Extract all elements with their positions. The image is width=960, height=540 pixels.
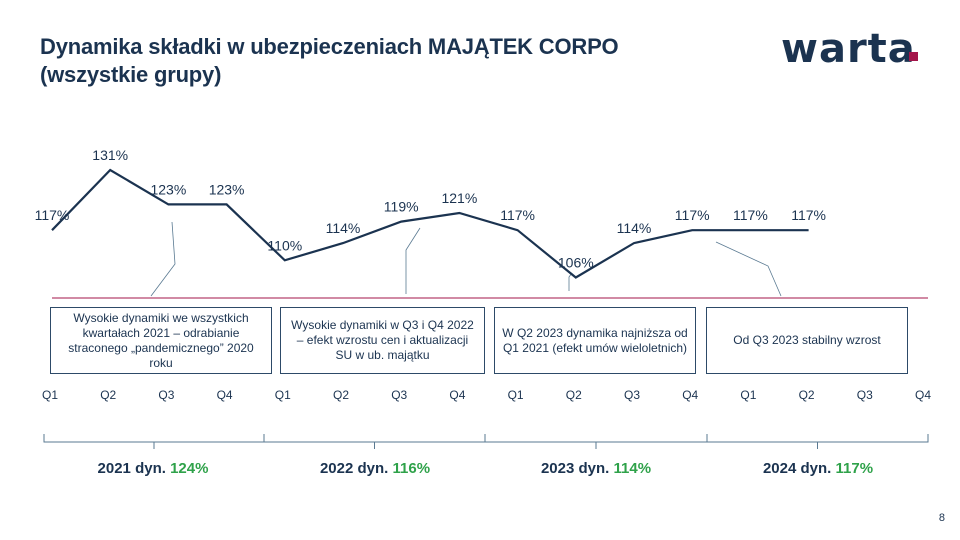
x-tick-label: Q1 (740, 388, 756, 402)
page-number: 8 (938, 512, 945, 524)
annotation-box-2021: Wysokie dynamiki we wszystkich kwartałac… (50, 307, 272, 374)
annotation-box-2022: Wysokie dynamiki w Q3 i Q4 2022 – efekt … (280, 307, 485, 374)
year-brace (706, 434, 929, 449)
data-label: 117% (733, 207, 768, 223)
year-pct-2022: 116% (392, 460, 431, 477)
data-label: 117% (675, 207, 710, 223)
year-label-2024: 2024 dyn. (762, 460, 832, 477)
year-pct-2023: 114% (613, 460, 652, 477)
annotation-connector (568, 272, 573, 291)
annotation-text-2021: Wysokie dynamiki we wszystkich kwartałac… (68, 310, 254, 370)
title-line-1: Dynamika składki w ubezpieczeniach MAJĄT… (40, 34, 619, 59)
series-line (51, 168, 809, 279)
year-brace (263, 434, 486, 449)
annotation-connectors (150, 221, 782, 297)
x-tick-label: Q3 (158, 388, 174, 402)
x-tick-label: Q4 (915, 388, 931, 402)
x-tick-label: Q3 (857, 388, 873, 402)
year-label-2023: 2023 dyn. (540, 460, 610, 477)
logo-text: warta (781, 26, 916, 72)
annotation-connector (715, 241, 782, 297)
data-label: 119% (384, 199, 419, 215)
x-axis-tick-labels: Q1 Q2 Q3 Q4 Q1 Q2 Q3 Q4 Q1 Q2 Q3 Q4 Q1 Q2 Q3 Q4 (42, 388, 931, 402)
x-tick-label: Q2 (100, 388, 116, 402)
data-label: 106% (558, 255, 594, 271)
annotation-connector (405, 227, 421, 294)
data-label: 114% (326, 220, 361, 236)
x-tick-label: Q3 (624, 388, 640, 402)
logo-dot-icon (909, 52, 918, 61)
x-tick-label: Q1 (508, 388, 524, 402)
year-summary-2024: 2024 dyn. 117% (718, 460, 918, 477)
data-label: 117% (791, 207, 826, 223)
year-braces (43, 434, 929, 449)
data-label: 114% (617, 220, 652, 236)
x-tick-label: Q2 (799, 388, 815, 402)
x-tick-label: Q4 (217, 388, 233, 402)
data-label: 110% (267, 237, 302, 253)
annotation-text-2023: W Q2 2023 dynamika najniższa od Q1 2021 … (502, 325, 688, 355)
annotation-box-2024: Od Q3 2023 stabilny wzrost (706, 307, 908, 374)
year-summary-2023: 2023 dyn. 114% (496, 460, 696, 477)
data-label: 117% (35, 207, 70, 223)
year-brace (43, 434, 265, 449)
data-label: 123% (209, 181, 245, 197)
year-brace (484, 434, 708, 449)
year-pct-2021: 124% (170, 460, 209, 477)
year-summary-2022: 2022 dyn. 116% (275, 460, 475, 477)
year-label-2022: 2022 dyn. (319, 460, 389, 477)
x-tick-label: Q2 (333, 388, 349, 402)
year-pct-2024: 117% (835, 460, 874, 477)
x-tick-label: Q2 (566, 388, 582, 402)
x-tick-label: Q3 (391, 388, 407, 402)
title-line-2: (wszystkie grupy) (40, 62, 222, 87)
annotation-box-2023: W Q2 2023 dynamika najniższa od Q1 2021 … (494, 307, 696, 374)
data-label: 117% (500, 207, 535, 223)
x-tick-label: Q1 (42, 388, 58, 402)
data-label: 131% (92, 147, 128, 163)
page-title: Dynamika składki w ubezpieczeniach MAJĄT… (40, 33, 740, 89)
warta-logo: warta (781, 26, 916, 72)
x-tick-label: Q4 (682, 388, 698, 402)
x-tick-label: Q4 (449, 388, 465, 402)
data-label: 121% (441, 190, 477, 206)
data-label: 123% (150, 181, 186, 197)
annotation-connector (150, 221, 176, 297)
year-label-2021: 2021 dyn. (97, 460, 166, 477)
year-summary-2021: 2021 dyn. 124% (53, 460, 253, 477)
annotation-text-2022: Wysokie dynamiki w Q3 i Q4 2022 – efekt … (291, 318, 474, 362)
x-tick-label: Q1 (275, 388, 291, 402)
annotation-text-2024: Od Q3 2023 stabilny wzrost (733, 333, 881, 347)
data-labels: 117% 131% 123% 123% 110% 114% 119% 121% 117% 106%… (35, 147, 826, 271)
